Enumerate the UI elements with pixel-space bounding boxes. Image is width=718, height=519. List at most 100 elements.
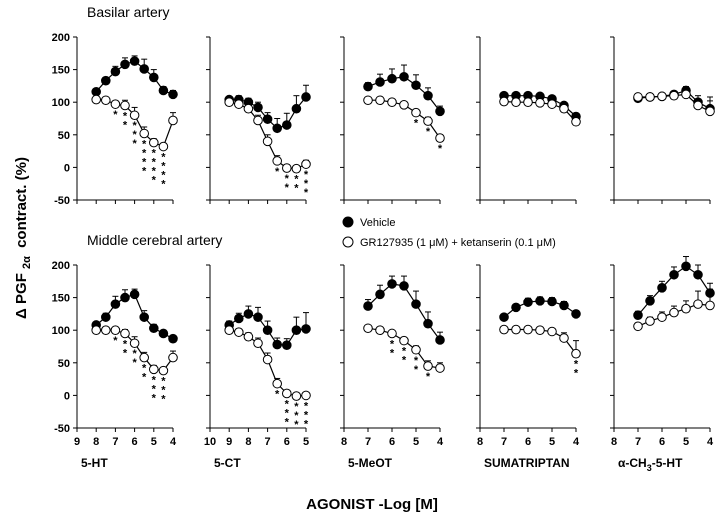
data-point-antagonist [435,133,445,143]
y-tick-label: 50 [58,130,70,142]
data-point-antagonist [411,107,421,118]
data-point-vehicle [234,313,244,324]
data-point-antagonist [139,352,149,363]
x-tick-label: 6 [659,436,665,448]
data-point-vehicle [645,296,655,306]
x-tick-label: 7 [112,436,118,448]
data-point-vehicle [158,328,169,339]
data-point-vehicle [291,325,302,336]
data-point-vehicle [411,299,421,309]
data-point-vehicle [559,300,569,311]
data-point-vehicle [363,81,373,92]
data-point-antagonist [535,325,545,336]
agonist-label: SUMATRIPTAN [484,456,570,470]
y-tick-label: 150 [52,65,70,77]
y-tick-label: 100 [52,97,70,109]
data-point-antagonist [158,141,169,152]
data-point-vehicle [535,296,545,306]
significance-star: * [142,138,147,150]
significance-star: * [285,182,290,194]
data-point-antagonist [523,97,533,107]
y-tick-label: 150 [52,293,70,305]
data-point-antagonist [139,128,149,139]
panel-5-ct-r1: 10 9 8 7 6 55-CT********** [204,264,311,470]
data-point-vehicle [253,102,263,113]
data-point-vehicle [693,269,703,280]
agonist-label-part: 5-MeOT [348,456,393,470]
significance-star: * [123,110,128,122]
data-point-antagonist [234,99,244,109]
significance-star: * [142,165,147,177]
data-point-antagonist [149,364,159,375]
significance-star: * [414,118,419,130]
data-point-vehicle [301,92,311,102]
data-point-antagonist [375,95,385,106]
significance-star: * [152,392,157,404]
x-tick-label: 8 [93,436,99,448]
significance-star: * [438,143,443,155]
data-point-vehicle [633,310,643,321]
y-axis-title-subscript: 2α [21,256,33,269]
significance-star: * [132,138,137,150]
significance-star: * [414,364,419,376]
data-point-vehicle [669,269,679,280]
significance-star: * [414,355,419,367]
legend-vehicle-marker [342,216,354,228]
significance-star: * [285,416,290,428]
significance-star: * [152,383,157,395]
data-point-vehicle [423,318,433,329]
significance-star: * [285,173,290,185]
data-point-antagonist [301,159,311,169]
x-tick-label: 7 [635,436,641,448]
data-point-vehicle [282,340,292,350]
data-point-vehicle [149,323,159,334]
data-point-antagonist [363,95,373,106]
y-tick-label: -50 [54,423,70,435]
data-point-antagonist [657,312,667,322]
data-point-vehicle [101,75,111,86]
significance-star: * [294,401,299,413]
data-point-antagonist [101,325,111,336]
significance-star: * [142,372,147,384]
data-point-antagonist [387,328,397,339]
data-point-vehicle [399,71,409,82]
data-point-antagonist [234,327,244,337]
data-point-antagonist [645,92,655,102]
data-point-vehicle [301,324,311,334]
data-point-vehicle [511,302,521,313]
x-tick-label: 4 [437,436,444,448]
data-point-antagonist [110,325,121,336]
significance-star: * [123,338,128,350]
y-tick-label: 50 [58,358,70,370]
data-point-antagonist [559,103,569,114]
data-point-antagonist [120,100,130,111]
x-tick-label: 5 [549,436,555,448]
panel-5-ct-r0: ******** [206,36,311,204]
x-tick-label: 7 [501,436,507,448]
significance-star: * [275,389,280,401]
data-point-antagonist [363,323,373,334]
data-point-antagonist [435,363,445,373]
significance-star: * [426,371,431,383]
significance-star: * [113,335,118,347]
data-point-antagonist [535,98,545,108]
data-point-antagonist [499,324,509,335]
significance-star: * [132,348,137,360]
significance-star: * [294,410,299,422]
data-point-antagonist [243,331,254,342]
legend-antagonist-marker [342,236,354,248]
data-point-antagonist [681,89,691,100]
significance-star: * [285,398,290,410]
data-point-antagonist [272,156,283,166]
data-point-antagonist [399,335,409,346]
significance-star: * [161,385,166,397]
x-tick-label: 6 [132,436,138,448]
significance-star: * [152,166,157,178]
data-point-antagonist [669,90,679,101]
significance-star: * [294,419,299,431]
data-point-antagonist [423,361,433,371]
x-tick-label: 4 [170,436,177,448]
